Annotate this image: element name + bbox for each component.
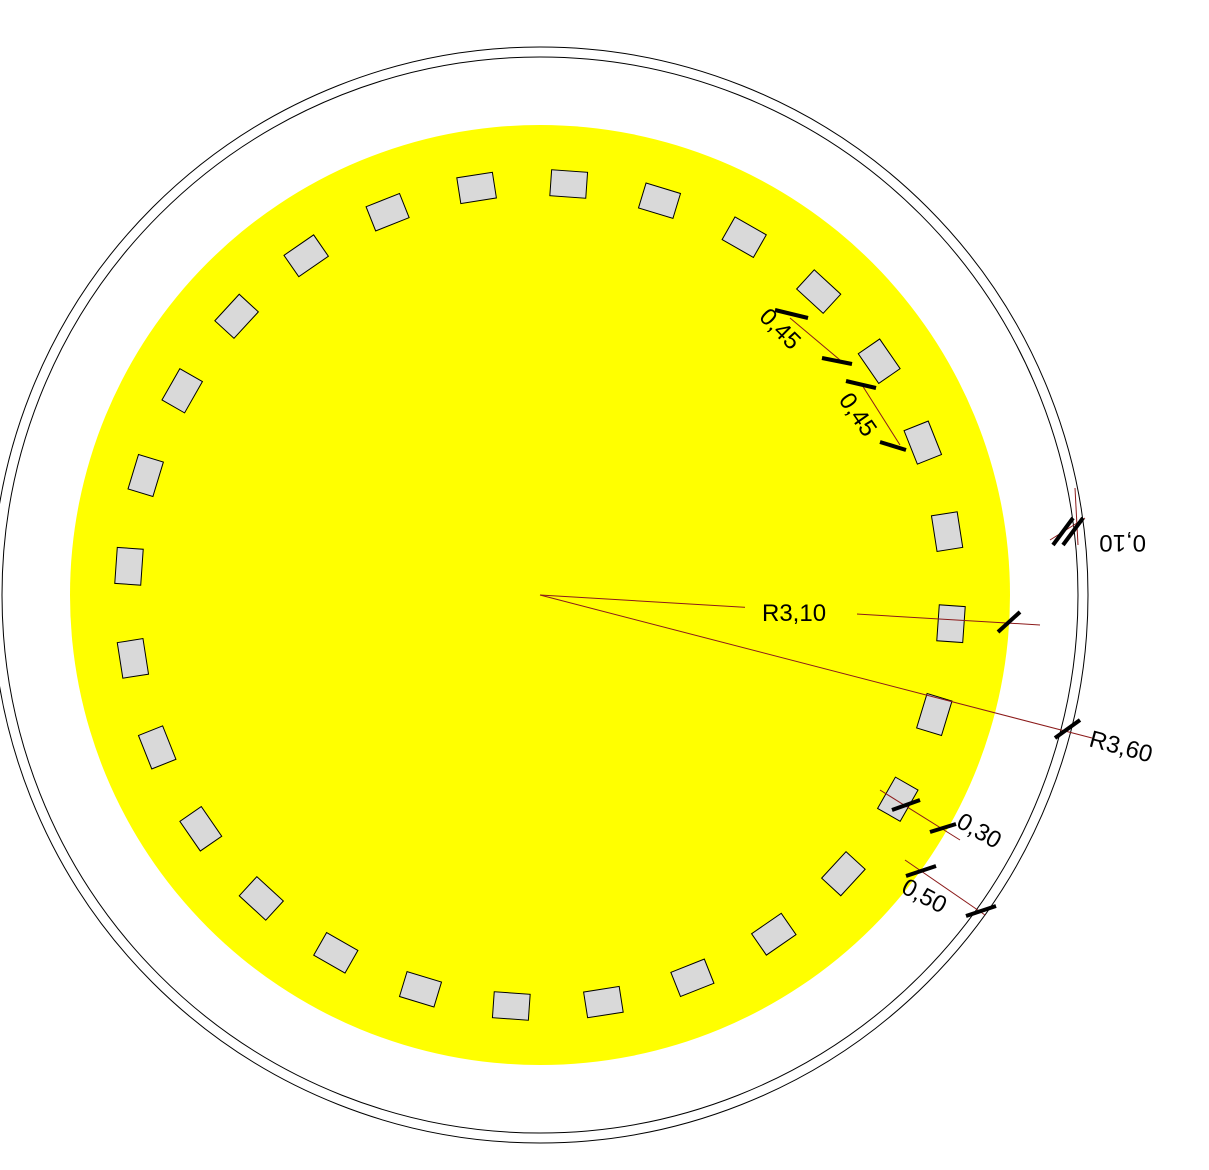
pad — [313, 931, 359, 974]
r-inner-tick — [996, 610, 1022, 634]
pad-spacing-tick-4 — [879, 440, 907, 452]
outer-ring-outer — [0, 46, 1089, 1144]
pad — [116, 638, 150, 679]
clearance-label-2: 0,50 — [897, 873, 951, 919]
pad — [456, 171, 497, 205]
pad — [916, 692, 953, 737]
pad — [127, 453, 164, 498]
gap-ring-tick-2 — [1061, 516, 1085, 547]
pad — [179, 805, 223, 852]
pad — [214, 293, 260, 340]
pad — [857, 338, 901, 385]
pad — [238, 875, 285, 921]
pad — [137, 725, 177, 770]
pad — [903, 420, 943, 465]
pad — [930, 511, 964, 552]
pad — [283, 234, 330, 278]
clearance-leader-1 — [879, 789, 961, 841]
gap-ring-tick-1 — [1051, 516, 1075, 547]
gap-ring-leader-b — [1074, 487, 1079, 546]
clearance-leader-2 — [904, 859, 986, 916]
clearance-tick-3 — [905, 864, 937, 878]
pad — [670, 958, 715, 998]
pad — [721, 216, 767, 259]
r-outer-label: R3,60 — [1086, 726, 1155, 769]
outer-ring-inner — [1, 56, 1079, 1134]
pad-ring — [114, 169, 966, 1021]
pad-spacing-leader-2 — [861, 384, 901, 446]
pad-spacing-tick-1 — [774, 308, 809, 320]
pad — [114, 546, 144, 586]
clearance-tick-4 — [965, 904, 997, 918]
pad — [398, 971, 443, 1008]
clearance-tick-1 — [891, 798, 921, 812]
r-outer-tick — [1053, 718, 1082, 740]
pad — [820, 850, 866, 897]
r-inner-label: R3,10 — [762, 600, 826, 627]
r-outer-leader — [539, 594, 1093, 739]
pad — [637, 182, 682, 219]
pad-spacing-leader-1 — [789, 317, 841, 361]
pad — [583, 985, 624, 1019]
r-inner-label-bg — [745, 595, 857, 631]
clearance-label-1: 0,30 — [952, 808, 1006, 855]
clearance-tick-2 — [929, 822, 957, 834]
pad — [491, 991, 531, 1021]
pad-spacing-tick-3 — [845, 379, 877, 390]
gap-ring-label: 0,10 — [1099, 529, 1146, 556]
pad — [936, 604, 966, 644]
pad-spacing-tick-2 — [821, 356, 853, 366]
pad — [795, 269, 842, 315]
pad — [365, 192, 410, 232]
pad — [161, 368, 204, 414]
pad — [549, 169, 589, 199]
pad — [750, 912, 797, 956]
